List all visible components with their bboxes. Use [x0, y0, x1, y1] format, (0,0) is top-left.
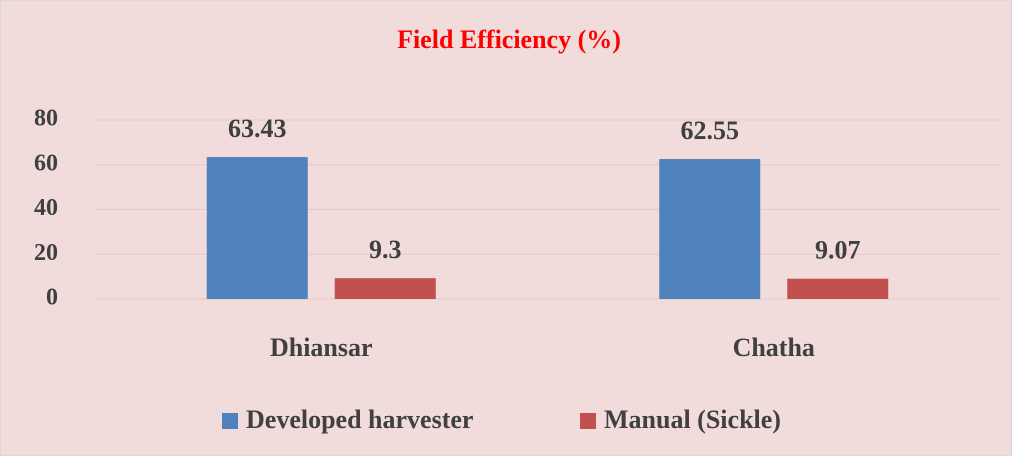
data-label: 63.43 [228, 114, 287, 143]
chart-title: Field Efficiency (%) [397, 25, 621, 54]
bar [206, 157, 308, 299]
bar [659, 159, 761, 299]
legend-swatch [580, 413, 596, 429]
y-tick-label: 80 [34, 106, 58, 132]
x-tick-label: Dhiansar [270, 333, 373, 362]
bar [787, 278, 889, 299]
data-label: 9.07 [815, 236, 861, 265]
legend-label: Manual (Sickle) [604, 405, 781, 434]
data-label: 9.3 [369, 235, 402, 264]
legend-label: Developed harvester [246, 405, 473, 434]
bar [334, 278, 436, 299]
data-label: 62.55 [681, 116, 740, 145]
y-tick-label: 40 [34, 195, 58, 221]
y-tick-label: 60 [34, 150, 58, 176]
y-tick-label: 0 [46, 285, 58, 311]
legend-swatch [222, 413, 238, 429]
x-tick-label: Chatha [733, 333, 815, 362]
y-tick-label: 20 [34, 240, 58, 266]
